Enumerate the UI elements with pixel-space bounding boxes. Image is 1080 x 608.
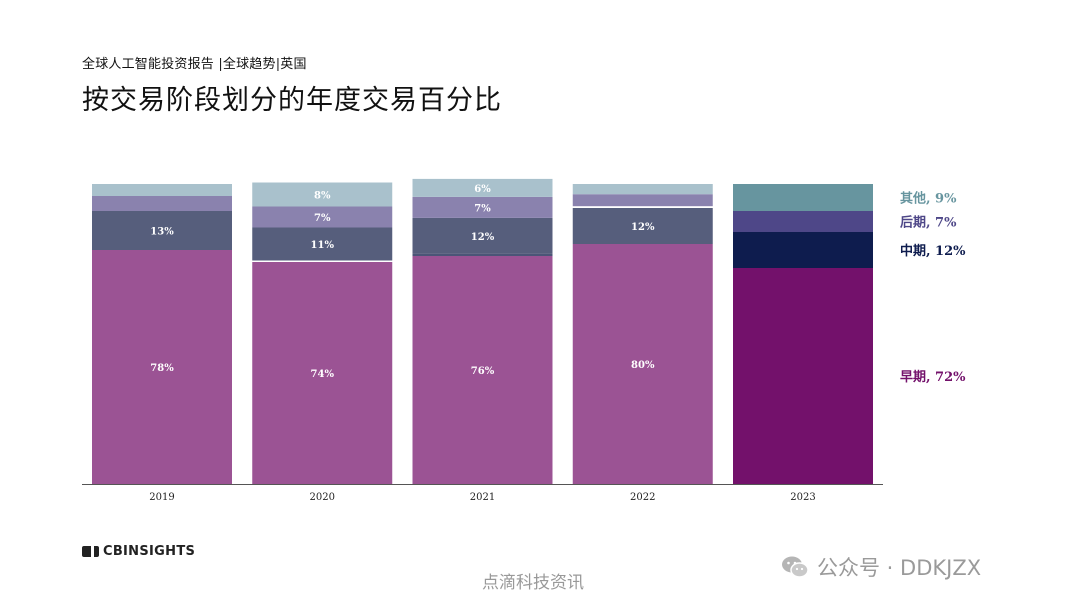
- data-label-2019-早期: 78%: [150, 363, 174, 374]
- cbinsights-logo: CBINSIGHTS: [82, 544, 195, 559]
- bar-segment-2022-早期: [572, 244, 713, 484]
- bar-segment-2019-其他: [92, 184, 232, 196]
- data-label-2020-早期: 74%: [311, 369, 335, 380]
- bar-segment-2019-后期: [92, 196, 232, 211]
- bar-segment-2023-早期: [733, 268, 873, 484]
- data-label-2020-后期: 7%: [314, 213, 331, 224]
- x-tick-label-2020: 2020: [310, 492, 335, 503]
- bar-segment-2020-后期: [252, 206, 393, 228]
- bar-segment-2021-其他: [412, 178, 553, 197]
- chart-title: 按交易阶段划分的年度交易百分比: [82, 85, 502, 116]
- bar-segment-2019-早期: [92, 250, 232, 484]
- bar-segment-2022-其他: [572, 184, 713, 195]
- bar-segment-2021-早期: [412, 256, 553, 484]
- x-tick-label-2023: 2023: [790, 492, 815, 503]
- data-label-2021-其他: 6%: [474, 184, 491, 195]
- bar-segment-2020-其他: [252, 182, 393, 207]
- bar-segment-2020-separator-1: [252, 260, 393, 262]
- cbinsights-logo-text: CBINSIGHTS: [103, 544, 196, 559]
- bar-segment-2023-后期: [733, 211, 873, 232]
- bar-segment-2021-中期: [412, 217, 553, 254]
- cbinsights-logo-icon: [82, 546, 99, 557]
- x-tick-label-2021: 2021: [470, 492, 495, 503]
- data-label-2022-早期: 80%: [631, 360, 655, 371]
- legend-label-其他: 其他, 9%: [900, 191, 957, 207]
- bar-segment-2023-其他: [733, 184, 873, 211]
- data-label-2021-早期: 76%: [471, 366, 495, 377]
- bar-segment-2020-早期: [252, 262, 393, 484]
- legend-label-后期: 后期, 7%: [900, 215, 957, 231]
- legend-label-中期: 中期, 12%: [900, 243, 966, 259]
- legend-label-早期: 早期, 72%: [900, 370, 966, 385]
- data-label-2021-中期: 12%: [471, 232, 495, 243]
- data-label-2022-中期: 12%: [631, 222, 655, 233]
- wechat-icon: [782, 556, 809, 578]
- source-watermark: 点滴科技资讯: [482, 573, 584, 593]
- bar-segment-2020-中期: [252, 227, 393, 261]
- bar-segment-2019-中期: [92, 211, 232, 250]
- bar-segment-2022-中期: [572, 208, 713, 244]
- data-label-2020-中期: 11%: [311, 240, 335, 251]
- data-label-2019-中期: 13%: [150, 227, 174, 238]
- bar-segment-2022-后期: [572, 194, 713, 207]
- bar-segment-2021-后期: [412, 196, 553, 218]
- bar-segment-2023-中期: [733, 232, 873, 268]
- bar-segment-2022-separator-3: [572, 206, 713, 208]
- x-tick-label-2022: 2022: [630, 492, 655, 503]
- x-tick-label-2019: 2019: [149, 492, 174, 503]
- wechat-watermark: 公众号 · DDKJZX: [781, 552, 981, 582]
- bar-segment-2021-separator-1: [412, 253, 553, 256]
- data-label-2021-后期: 7%: [474, 203, 491, 214]
- report-subtitle: 全球人工智能投资报告 |全球趋势|英国: [82, 57, 307, 72]
- data-label-2020-其他: 8%: [314, 191, 331, 202]
- wechat-account-text: 公众号 · DDKJZX: [817, 556, 982, 580]
